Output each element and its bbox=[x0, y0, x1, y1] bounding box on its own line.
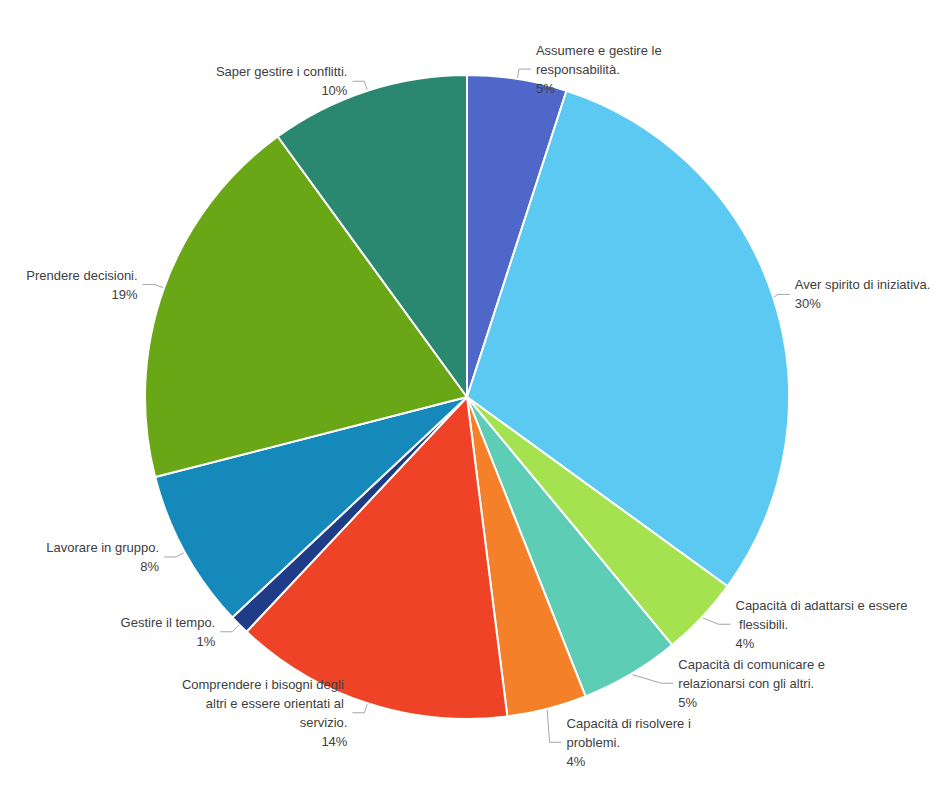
svg-text:Saper gestire i conflitti.: Saper gestire i conflitti. bbox=[216, 64, 348, 79]
svg-text:5%: 5% bbox=[678, 695, 697, 710]
svg-text:Prendere decisioni.: Prendere decisioni. bbox=[26, 268, 137, 283]
svg-text:5%: 5% bbox=[536, 81, 555, 96]
svg-text:relazionarsi con gli altri.: relazionarsi con gli altri. bbox=[678, 676, 814, 691]
svg-text:Capacità di adattarsi e essere: Capacità di adattarsi e essere bbox=[735, 598, 907, 613]
svg-text:Capacità di comunicare e: Capacità di comunicare e bbox=[678, 657, 828, 672]
svg-text:30%: 30% bbox=[795, 296, 821, 311]
svg-text:19%: 19% bbox=[112, 287, 138, 302]
svg-text:14%: 14% bbox=[321, 734, 347, 749]
svg-text:4%: 4% bbox=[567, 754, 586, 769]
svg-text:4%: 4% bbox=[735, 636, 754, 651]
svg-text:servizio.: servizio. bbox=[300, 715, 348, 730]
svg-text:flessibili.: flessibili. bbox=[735, 617, 788, 632]
svg-text:10%: 10% bbox=[321, 83, 347, 98]
svg-text:8%: 8% bbox=[140, 559, 159, 574]
svg-text:responsabilità.: responsabilità. bbox=[536, 62, 620, 77]
svg-text:Assumere e gestire le: Assumere e gestire le bbox=[536, 43, 665, 58]
svg-text:Lavorare in gruppo.: Lavorare in gruppo. bbox=[46, 540, 159, 555]
svg-text:Comprendere i bisogni degli: Comprendere i bisogni degli bbox=[182, 677, 347, 692]
svg-text:problemi.: problemi. bbox=[567, 735, 620, 750]
svg-text:altri e essere orientati al: altri e essere orientati al bbox=[206, 696, 348, 711]
svg-text:Gestire il tempo.: Gestire il tempo. bbox=[121, 615, 216, 630]
svg-text:Aver spirito di iniziativa.: Aver spirito di iniziativa. bbox=[795, 277, 931, 292]
svg-text:Capacità di risolvere i: Capacità di risolvere i bbox=[567, 716, 695, 731]
svg-text:1%: 1% bbox=[196, 634, 215, 649]
